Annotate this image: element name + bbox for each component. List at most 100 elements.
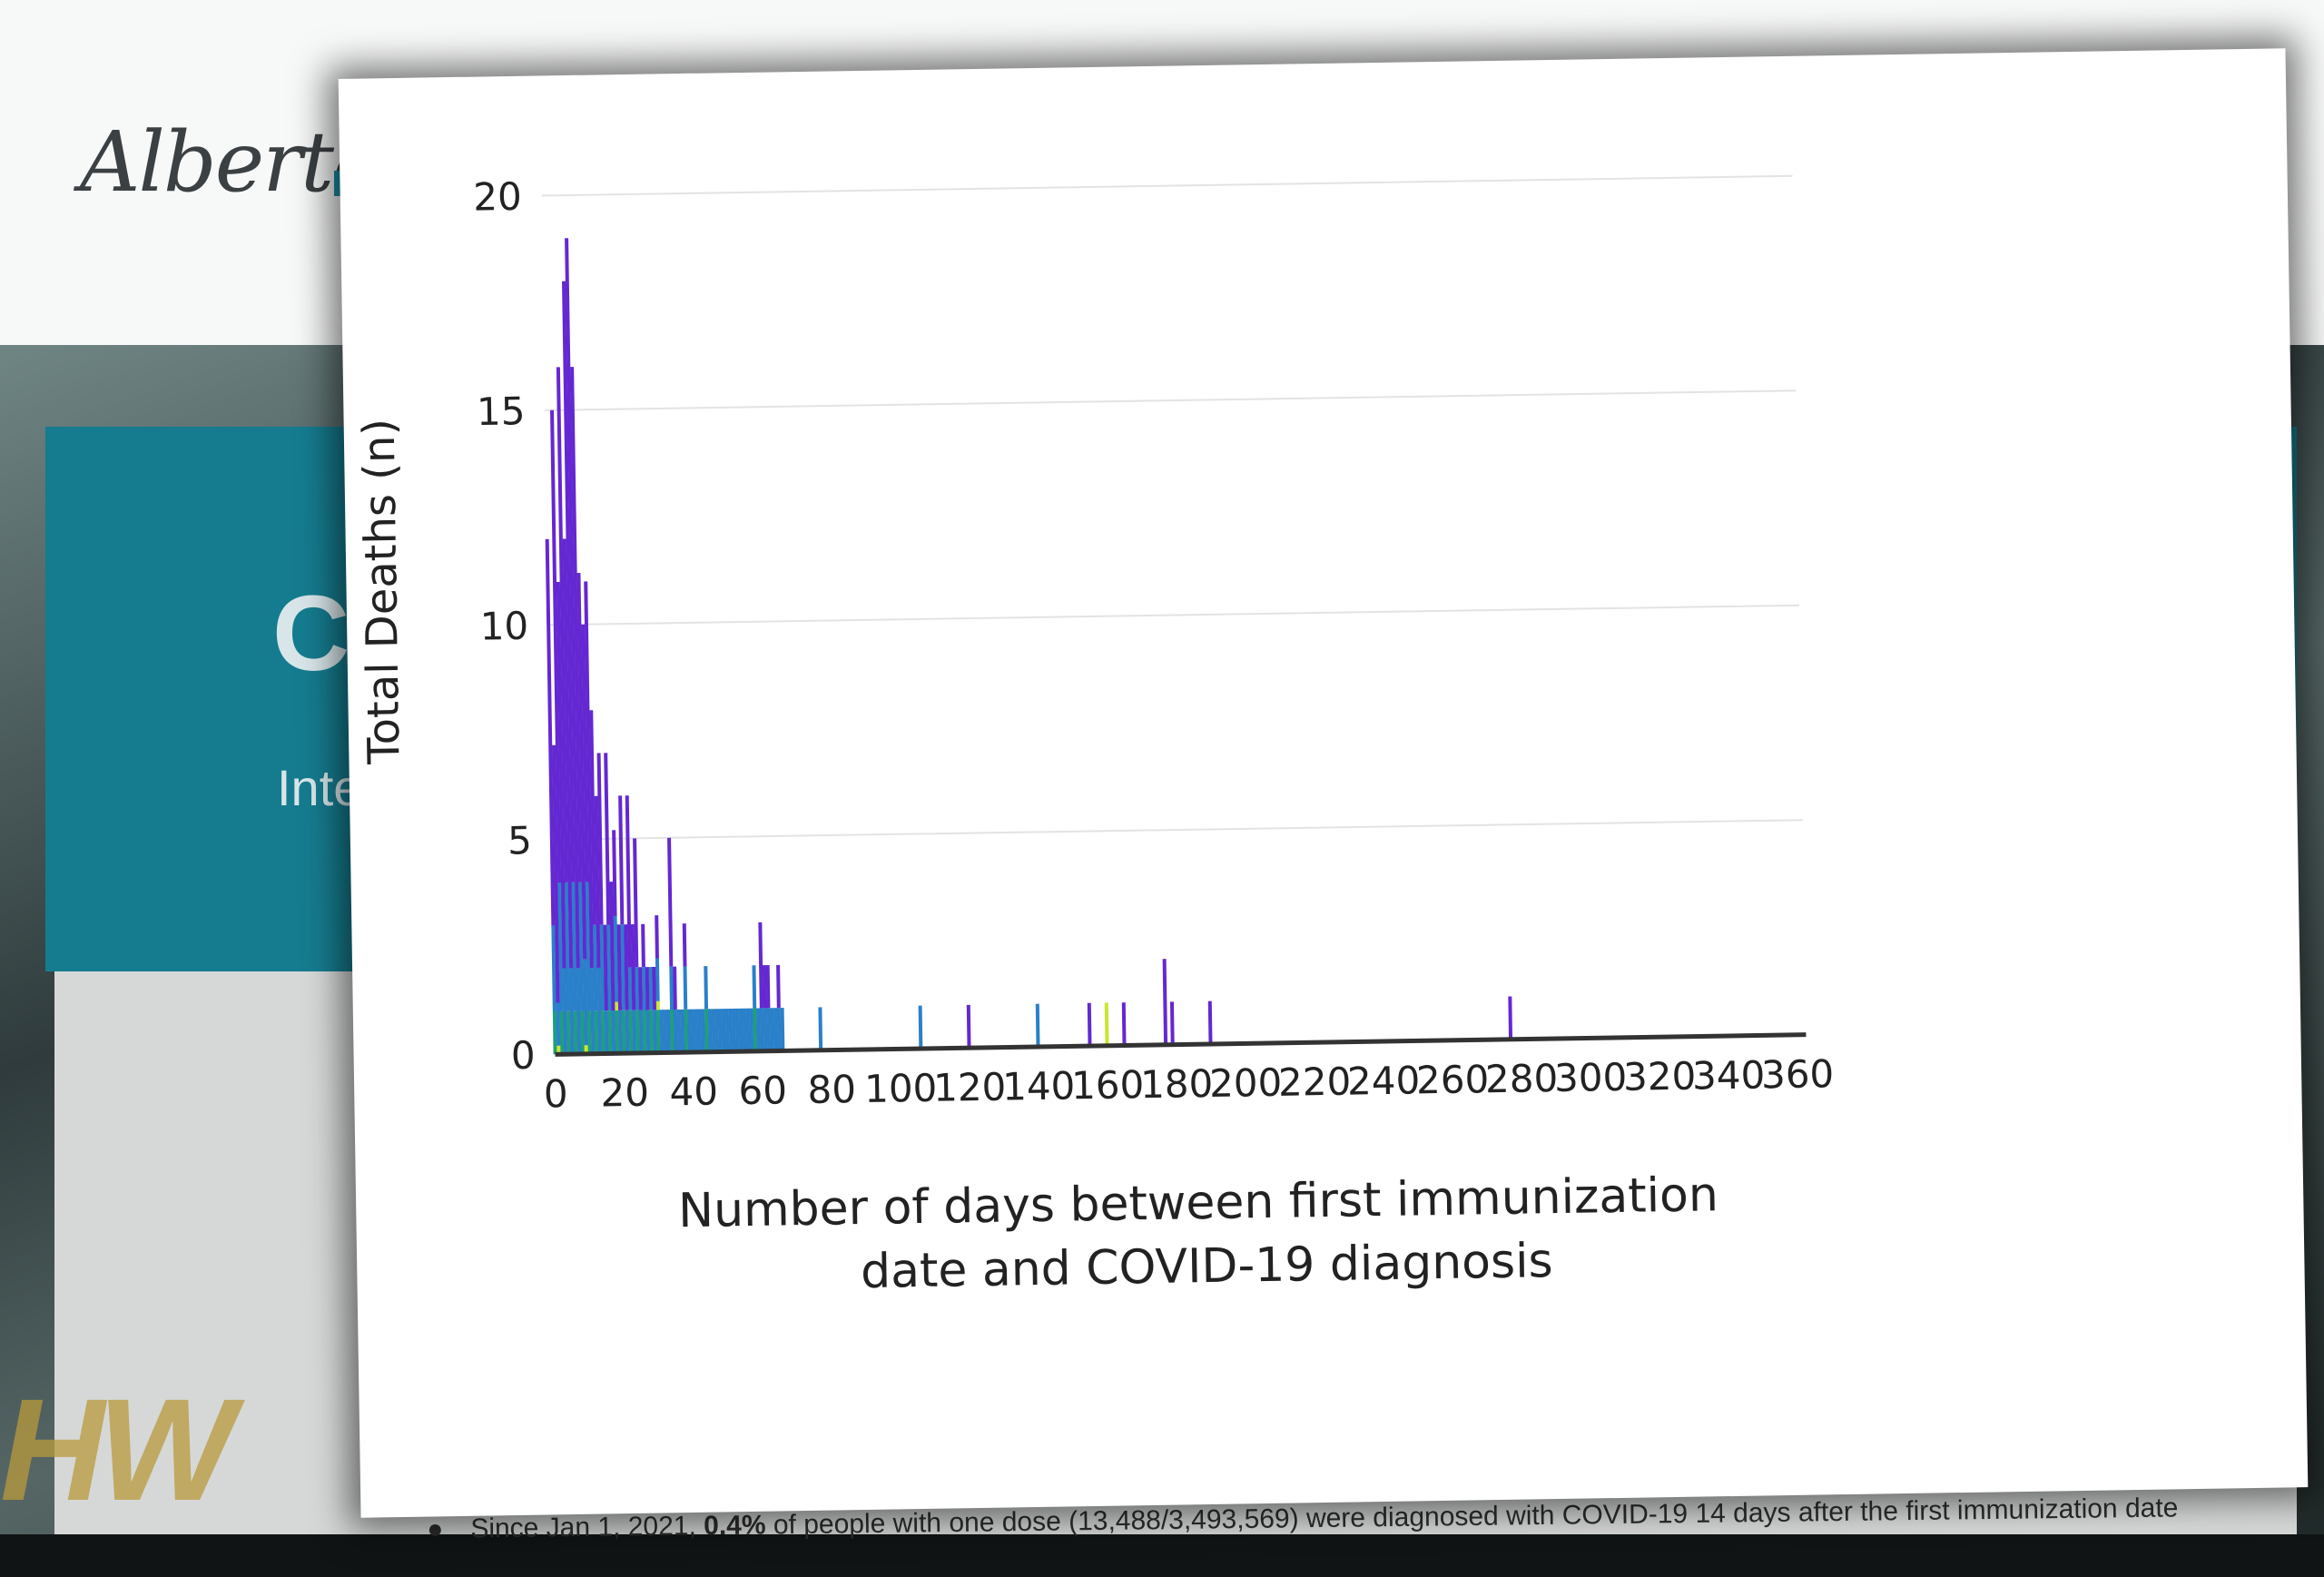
bullet-icon: ●	[427, 1513, 444, 1544]
bar	[818, 1007, 823, 1050]
bar	[556, 581, 566, 969]
x-axis-label-line-1: Number of days between first immunizatio…	[678, 1168, 1719, 1238]
bar	[550, 409, 562, 883]
bar	[576, 573, 587, 960]
x-tick-label: 40	[669, 1069, 718, 1115]
bar	[711, 1009, 716, 1052]
x-tick-labels: 0 20 40 60 80 1001201401601802002202402602803…	[544, 1051, 1835, 1116]
bar	[625, 795, 632, 968]
y-axis-label: Total Deaths (n)	[354, 419, 410, 765]
bar	[592, 924, 598, 1011]
bar	[641, 967, 646, 1010]
bar	[667, 837, 674, 967]
bar	[562, 968, 567, 1055]
bar	[565, 238, 580, 969]
bar	[648, 967, 654, 1010]
x-tick-label: 200	[1209, 1060, 1283, 1106]
bar	[669, 966, 675, 1010]
bar	[762, 965, 767, 1009]
y-tick-label: 10	[479, 604, 528, 649]
bar	[735, 1008, 740, 1052]
bar	[556, 367, 568, 882]
bar	[613, 915, 619, 1002]
bar	[589, 710, 596, 925]
bar	[615, 1010, 619, 1054]
alberta-logo[interactable]: Alberta	[80, 113, 382, 211]
bar	[687, 1009, 692, 1053]
x-tick-label: 280	[1485, 1056, 1559, 1101]
bar	[603, 924, 608, 1011]
bar	[562, 281, 576, 882]
bar	[1087, 1002, 1092, 1047]
x-tick-label: 160	[1071, 1062, 1145, 1108]
bar	[566, 1010, 571, 1055]
bar	[594, 1010, 599, 1054]
bar	[562, 538, 574, 969]
grid-line	[548, 604, 1800, 626]
bar	[966, 1004, 971, 1049]
bar	[776, 964, 781, 1009]
bar	[557, 882, 564, 1011]
bar	[759, 1008, 764, 1051]
bar	[630, 924, 636, 1010]
x-tick-label: 340	[1692, 1052, 1766, 1098]
bar	[611, 1010, 616, 1054]
bar	[684, 1009, 688, 1053]
y-tick-label: 20	[473, 174, 522, 220]
bar	[642, 1010, 647, 1053]
y-tick-label: 15	[477, 389, 526, 434]
channel-watermark: HW	[0, 1368, 235, 1531]
bar	[739, 1008, 743, 1052]
bar	[559, 1010, 565, 1055]
bar	[628, 1010, 634, 1054]
x-tick-label: 220	[1278, 1060, 1352, 1105]
y-tick-labels: 0 5 10 15 20	[473, 174, 536, 1078]
bar	[607, 1010, 613, 1054]
bar	[576, 968, 582, 1054]
bar	[773, 1008, 778, 1051]
bar	[701, 1009, 705, 1052]
bar	[918, 1005, 923, 1050]
x-tick-label: 60	[738, 1068, 787, 1113]
bar	[545, 538, 556, 926]
bar	[633, 838, 639, 968]
x-tick-label: 320	[1623, 1054, 1697, 1099]
bar	[580, 1010, 585, 1054]
bar	[749, 1008, 754, 1051]
bar	[569, 968, 575, 1055]
bar	[690, 1009, 695, 1052]
bar	[589, 968, 596, 1054]
bar	[1035, 1003, 1040, 1047]
x-tick-label: 20	[600, 1070, 649, 1116]
x-axis-line	[555, 1032, 1807, 1057]
bar	[615, 1001, 619, 1010]
bar	[724, 1009, 730, 1052]
bar	[1104, 1002, 1109, 1046]
bar	[627, 967, 633, 1010]
bar	[756, 1008, 761, 1051]
bar	[596, 753, 604, 925]
bar	[1508, 996, 1513, 1040]
bar	[609, 882, 615, 1011]
bar	[776, 1008, 782, 1051]
bar	[680, 1009, 685, 1053]
bar	[704, 1009, 709, 1052]
bar	[765, 965, 771, 1009]
bar	[584, 581, 594, 969]
hero-subtitle-fragment: Inte	[277, 759, 362, 816]
bar	[645, 1010, 651, 1053]
bar	[638, 1010, 644, 1053]
bar	[604, 1010, 609, 1054]
bar	[1162, 959, 1168, 1045]
x-tick-label: 240	[1347, 1058, 1421, 1103]
x-tick-label: 360	[1761, 1051, 1835, 1097]
bar	[552, 1010, 557, 1055]
bar	[620, 924, 625, 1010]
bar	[601, 1010, 606, 1054]
bar	[770, 1008, 774, 1051]
chart-card: 0 5 10 15 20 0 20 40 60 80 100 120 140 160 180 200 220 2…	[338, 48, 2309, 1518]
bar	[1207, 1000, 1213, 1045]
bar	[618, 1010, 623, 1054]
bar	[571, 882, 577, 1011]
